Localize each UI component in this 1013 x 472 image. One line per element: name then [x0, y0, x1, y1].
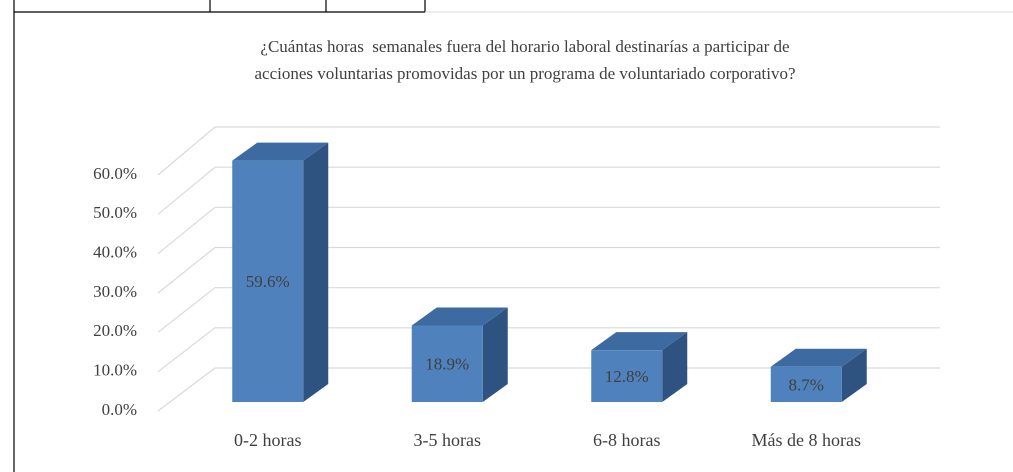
bar-top [232, 142, 329, 161]
bar-front [232, 160, 304, 402]
x-tick-label: 0-2 horas [234, 430, 301, 450]
data-label: 12.8% [605, 367, 649, 386]
bar-side [482, 307, 508, 402]
y-tick-label: 60.0% [93, 164, 137, 183]
x-tick-label: 3-5 horas [414, 430, 481, 450]
bar [411, 307, 508, 402]
x-tick-label: Más de 8 horas [752, 430, 861, 450]
grid-line [157, 166, 940, 215]
grid-line [157, 126, 940, 176]
data-label: 59.6% [246, 272, 290, 291]
y-tick-label: 10.0% [93, 361, 137, 380]
bar [770, 348, 867, 402]
bar [591, 332, 688, 402]
data-label: 18.9% [425, 355, 469, 374]
grid-line [157, 287, 940, 333]
bar-side [841, 348, 867, 402]
chart-title: acciones voluntarias promovidas por un p… [255, 64, 796, 83]
bar [232, 142, 329, 402]
bar-top [770, 348, 867, 367]
chart-title: ¿Cuántas horas semanales fuera del horar… [260, 37, 789, 56]
y-tick-label: 40.0% [93, 243, 137, 262]
y-tick-label: 30.0% [93, 282, 137, 301]
grid-line [157, 246, 940, 294]
bar-front [591, 350, 663, 402]
bar-top [591, 332, 688, 351]
y-tick-label: 0.0% [102, 400, 137, 419]
data-label: 8.7% [789, 375, 824, 394]
bar-side [303, 142, 329, 402]
bar-top [411, 307, 508, 326]
x-tick-label: 6-8 horas [593, 430, 660, 450]
bar-front [411, 325, 483, 402]
grid-line [157, 206, 940, 255]
y-tick-label: 50.0% [93, 203, 137, 222]
grid-line [157, 367, 940, 412]
bar-front [770, 366, 842, 402]
y-tick-label: 20.0% [93, 321, 137, 340]
grid-line [157, 327, 940, 373]
bar-side [662, 332, 688, 402]
table-fragment [14, 0, 426, 13]
